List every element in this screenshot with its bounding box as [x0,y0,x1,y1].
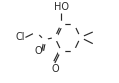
Text: O: O [51,64,59,74]
Text: HO: HO [54,2,69,12]
Text: Cl: Cl [16,32,25,42]
Text: O: O [35,46,42,56]
